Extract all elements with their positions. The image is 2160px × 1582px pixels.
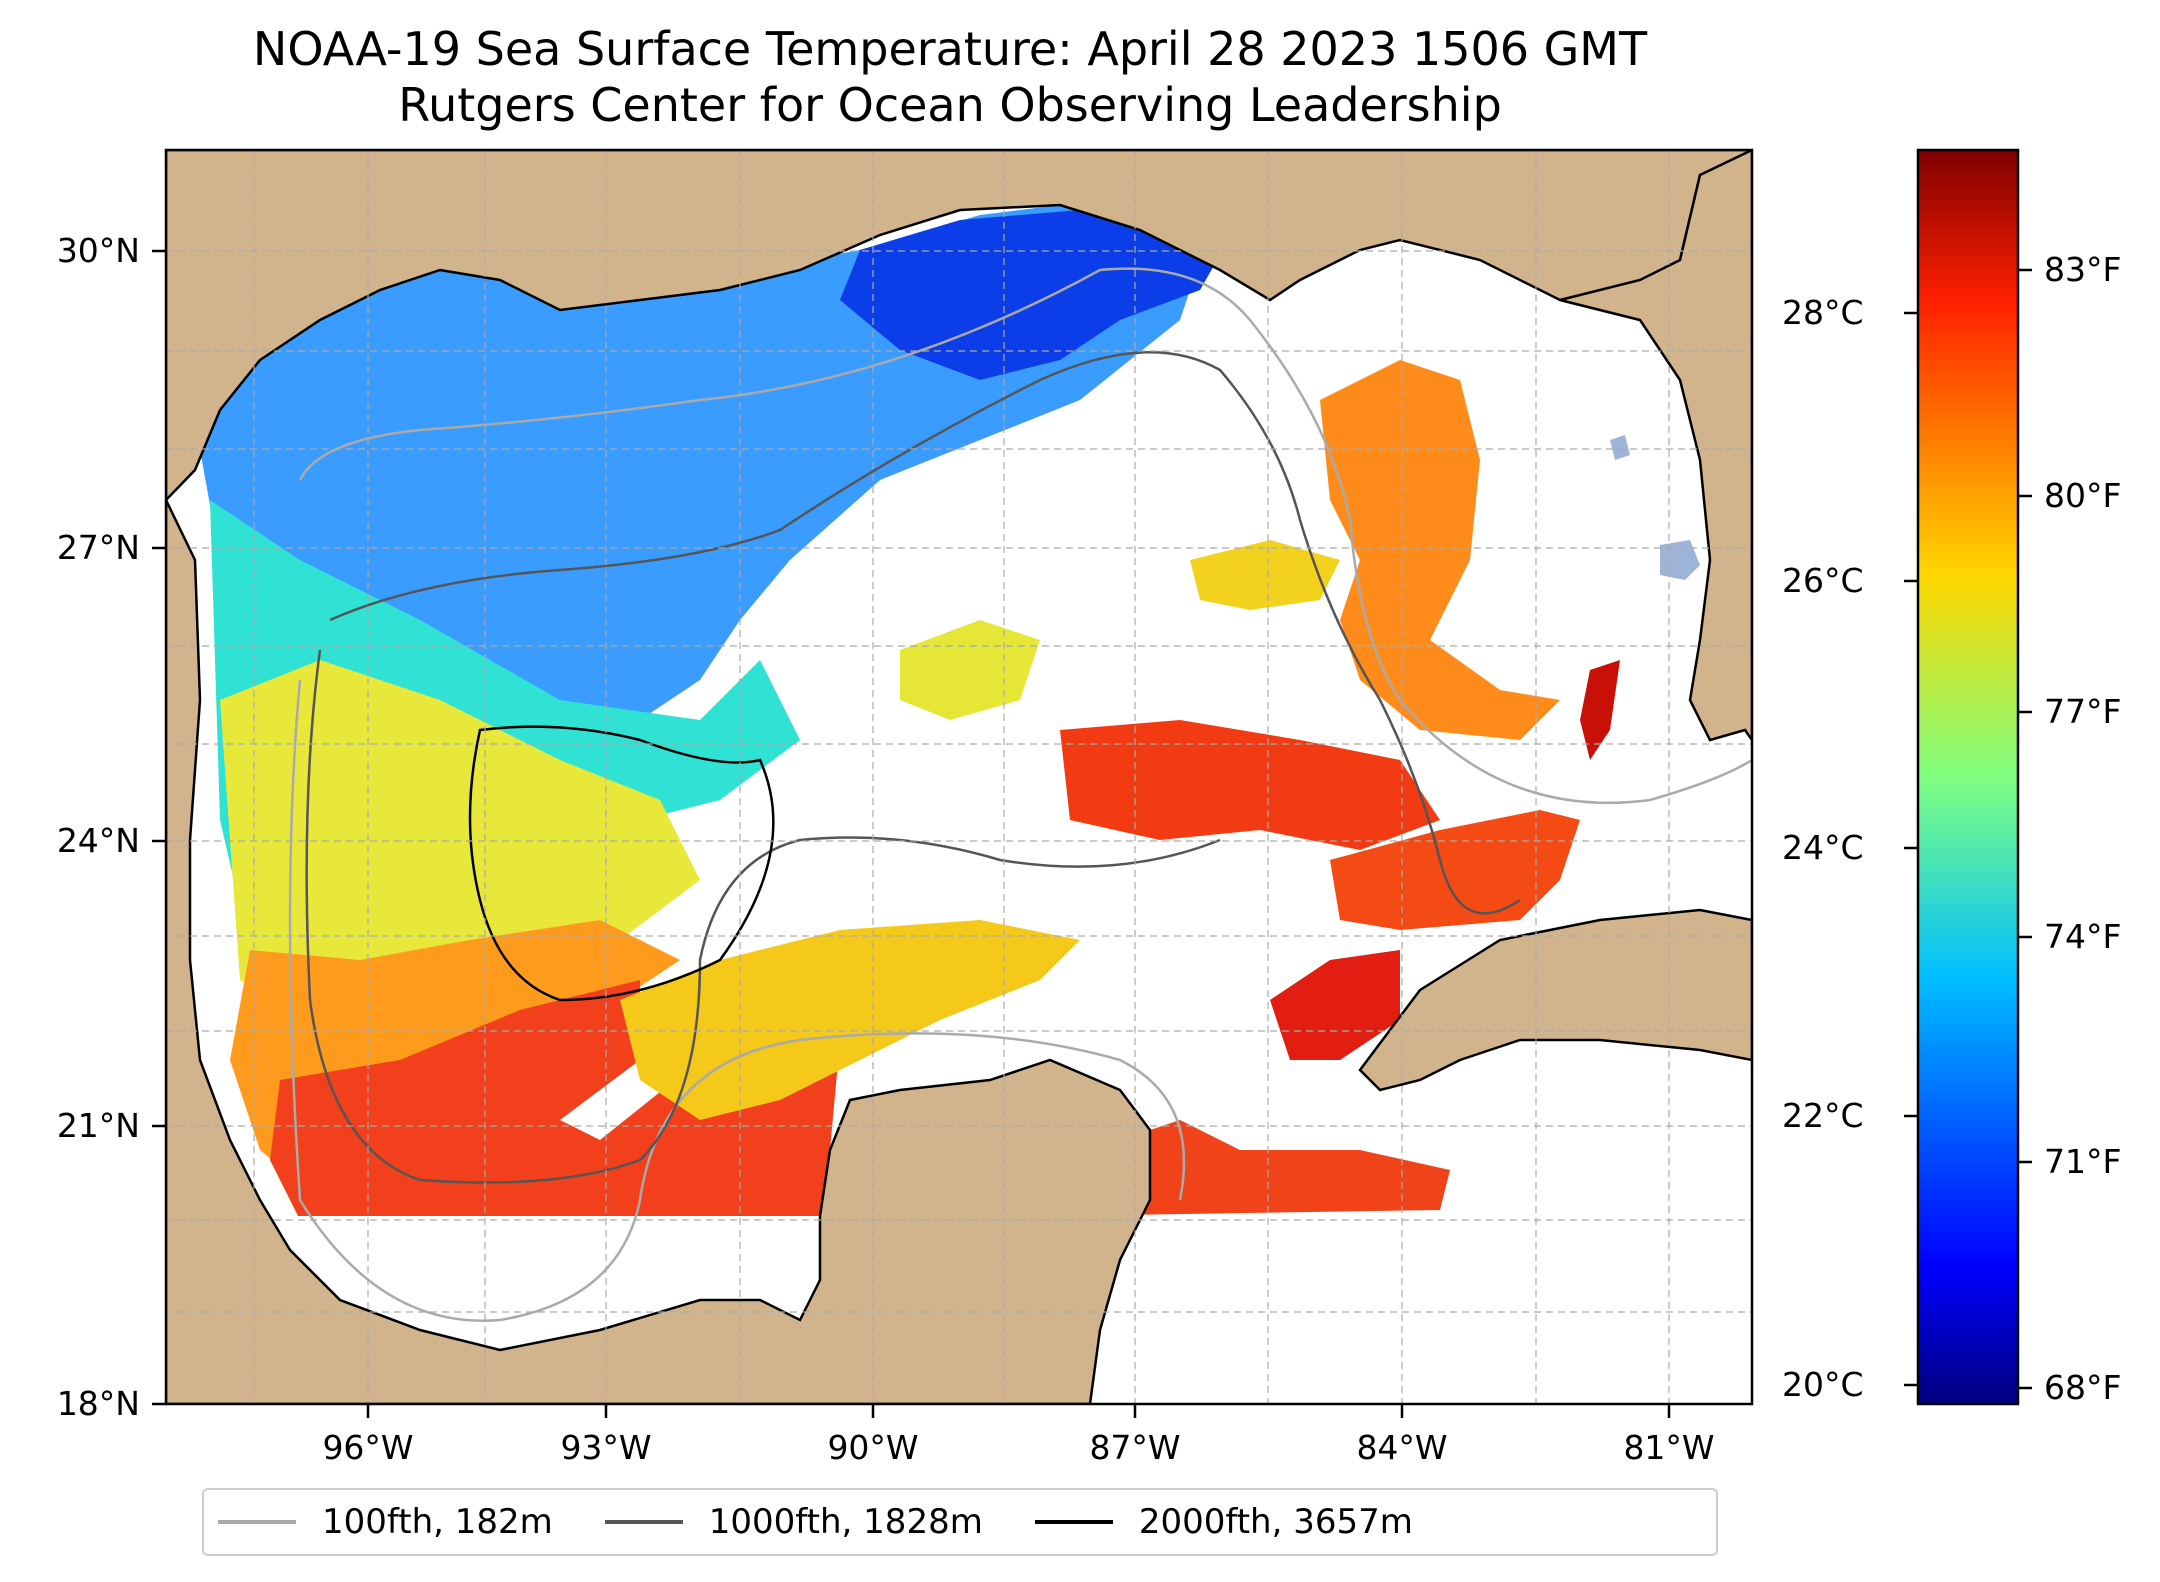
sst-very-cold-east (840, 210, 1220, 380)
lon-label-93W: 93°W (560, 1428, 652, 1467)
legend-label-1000fth: 1000fth, 1828m (708, 1502, 983, 1542)
sst-hot-bay-of-campeche (270, 980, 840, 1220)
colorbar-label-24C: 24°C (1782, 828, 1864, 867)
sst-hot-key-west (1580, 660, 1620, 760)
legend: 100fth, 182m 1000fth, 1828m 2000fth, 365… (202, 1488, 1718, 1556)
land-florida-peninsula (1559, 150, 1752, 743)
lon-label-96W: 96°W (322, 1428, 414, 1467)
sst-hot-florida-straits (1330, 810, 1580, 930)
lon-label-81W: 81°W (1623, 1428, 1715, 1467)
map-area (166, 150, 1752, 1404)
colorbar-label-80F: 80°F (2044, 476, 2122, 515)
colorbar-label-71F: 71°F (2044, 1142, 2122, 1181)
lon-label-84W: 84°W (1356, 1428, 1448, 1467)
isobath-1000fth (329, 350, 1521, 915)
colorbar (1916, 148, 2020, 1406)
sst-hot-cuba-north (1270, 950, 1400, 1060)
sst-hot-yucatan (1120, 1120, 1450, 1215)
lon-label-87W: 87°W (1089, 1428, 1181, 1467)
isobath-100fth-south (288, 679, 1186, 1322)
lat-label-21N: 21°N (56, 1106, 140, 1145)
legend-item-2000fth: 2000fth, 3657m (1034, 1502, 1413, 1542)
colorbar-label-26C: 26°C (1782, 561, 1864, 600)
legend-item-100fth: 100fth, 182m (218, 1502, 553, 1542)
graticule (166, 150, 1752, 1404)
legend-label-2000fth: 2000fth, 3657m (1138, 1502, 1413, 1542)
legend-line-1000fth (604, 1520, 683, 1524)
no-data-band-east (1100, 1216, 1560, 1404)
colorbar-label-83F: 83°F (2044, 250, 2122, 289)
colorbar-ticks (1904, 268, 2032, 1390)
sst-yellow-central-south (620, 920, 1080, 1120)
colorbar-label-74F: 74°F (2044, 917, 2122, 956)
colorbar-label-20C: 20°C (1782, 1365, 1864, 1404)
lat-label-27N: 27°N (56, 528, 140, 567)
lat-label-30N: 30°N (56, 231, 140, 270)
colorbar-label-22C: 22°C (1782, 1096, 1864, 1135)
lake-okeechobee (1660, 540, 1700, 580)
land-mexico-west (166, 499, 1152, 1404)
sst-orange-wfs (1320, 360, 1560, 740)
legend-item-1000fth: 1000fth, 1828m (604, 1502, 983, 1542)
isobath-100fth (298, 267, 1752, 805)
sst-hot-central (1060, 720, 1440, 850)
sst-yellow-wfs (1190, 540, 1340, 610)
map-title: NOAA-19 Sea Surface Temperature: April 2… (252, 22, 1648, 76)
legend-line-100fth (218, 1520, 296, 1524)
colorbar-label-28C: 28°C (1782, 293, 1864, 332)
colorbar-label-77F: 77°F (2044, 692, 2122, 731)
legend-label-100fth: 100fth, 182m (322, 1502, 553, 1542)
axis-ticks (152, 249, 1671, 1418)
isobath-1000fth-south (305, 649, 1221, 1184)
land-cuba (1358, 908, 1752, 1092)
legend-line-2000fth (1034, 1520, 1113, 1524)
lake-small (1610, 435, 1630, 460)
map-subtitle: Rutgers Center for Ocean Observing Leade… (398, 78, 1502, 132)
colorbar-label-68F: 68°F (2044, 1368, 2122, 1407)
isobath-2000fth (468, 725, 775, 1002)
lon-label-90W: 90°W (827, 1428, 919, 1467)
sst-yellow-mid (900, 620, 1040, 720)
lat-label-24N: 24°N (56, 821, 140, 860)
map-frame (164, 148, 1754, 1406)
lat-label-18N: 18°N (56, 1384, 140, 1423)
